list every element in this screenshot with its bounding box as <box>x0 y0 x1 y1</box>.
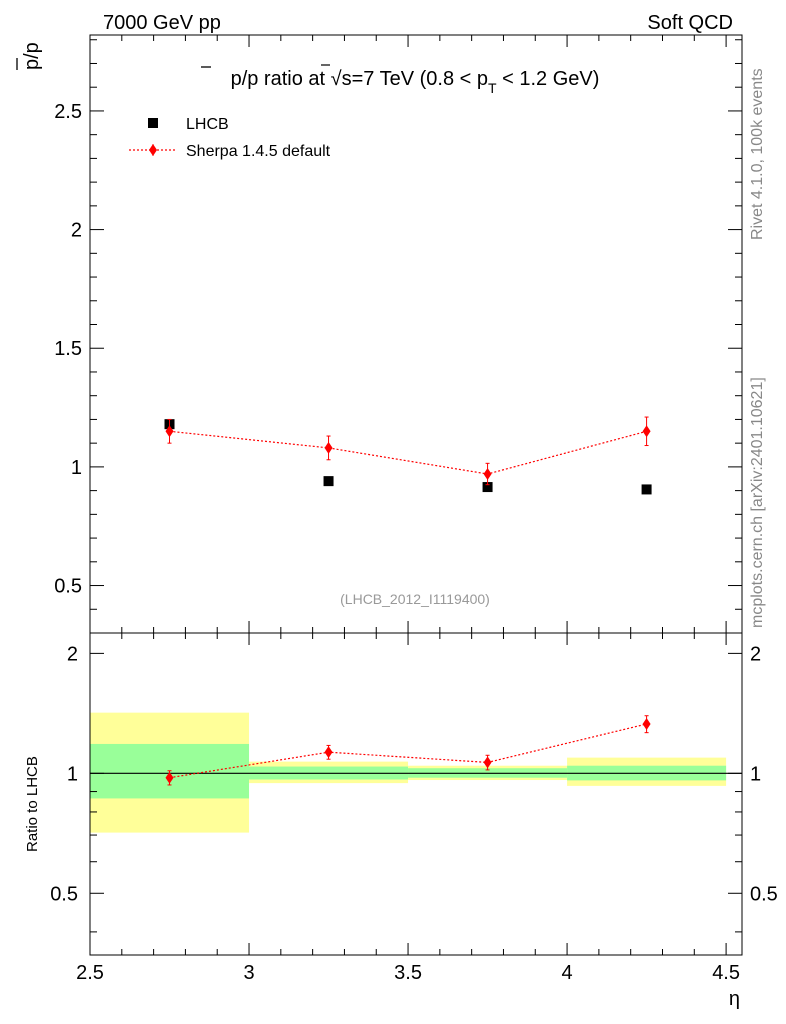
main-x-ticks <box>89 35 727 633</box>
legend-sherpa-marker <box>149 144 157 156</box>
ratio-y-ticks: 0.5 0.5 1 1 2 2 <box>50 643 778 933</box>
ratio-y-label: Ratio to LHCB <box>24 756 41 852</box>
main-title: p/p ratio at √s=7 TeV (0.8 < pT < 1.2 Ge… <box>231 68 600 96</box>
lhcb-point <box>323 476 334 487</box>
ratio-sherpa-point <box>483 756 492 769</box>
rivet-label: Rivet 4.1.0, 100k events <box>749 68 766 240</box>
main-y-ticks: 0.5 1 1.5 2 2.5 <box>54 39 742 634</box>
ratio-panel: 2.5 3 3.5 4 4.5 0.5 0.5 1 1 2 2 Ratio to LHCB η <box>24 632 778 1010</box>
header-right: Soft QCD <box>647 12 733 34</box>
main-y-tick-label: 2 <box>71 220 82 242</box>
x-axis-label: η <box>729 988 740 1010</box>
ratio-y-tick-label-right: 0.5 <box>750 883 778 905</box>
ratio-y-tick-label: 0.5 <box>50 883 78 905</box>
header-left: 7000 GeV pp <box>103 12 221 34</box>
ratio-marks <box>165 715 651 786</box>
ratio-x-ticks: 2.5 3 3.5 4 4.5 <box>76 633 740 984</box>
legend: LHCB Sherpa 1.4.5 default <box>129 116 331 160</box>
title-part2: /p ratio at <box>242 68 331 90</box>
main-y-tick-label: 1 <box>71 457 82 479</box>
ratio-y-tick-label: 2 <box>67 643 78 665</box>
main-panel: 0.5 1 1.5 2 2.5 p/p ratio at √s=7 TeV (0.8 <… <box>16 34 743 634</box>
legend-lhcb-marker <box>148 118 158 128</box>
main-y-tick-label: 1.5 <box>54 338 82 360</box>
sherpa-point <box>324 441 333 454</box>
x-tick-label: 4.5 <box>712 962 740 984</box>
ratio-bands <box>90 712 727 833</box>
title-pbar: p <box>231 68 242 90</box>
ratio-sherpa-point <box>642 717 651 730</box>
main-marks <box>164 416 652 495</box>
title-s: s <box>342 68 352 90</box>
ratio-y-tick-label-right: 2 <box>750 643 761 665</box>
ratio-sherpa-line <box>169 723 647 779</box>
ratio-frame <box>89 632 743 956</box>
main-y-tick-label: 0.5 <box>54 576 82 598</box>
ylabel-rest: /p <box>21 42 43 59</box>
lhcb-point <box>641 484 652 495</box>
title-sqrt: √ <box>331 68 342 90</box>
sherpa-point <box>642 425 651 438</box>
title-sub-t: T <box>488 80 497 96</box>
ylabel-pbar: p <box>21 59 43 70</box>
x-tick-label: 3 <box>243 962 254 984</box>
main-y-tick-label: 2.5 <box>54 101 82 123</box>
x-tick-label: 4 <box>562 962 573 984</box>
title-part4: < 1.2 GeV) <box>497 68 600 90</box>
sherpa-point <box>165 425 174 438</box>
analysis-watermark: (LHCB_2012_I1119400) <box>340 591 490 607</box>
sherpa-point <box>483 468 492 481</box>
lhcb-point <box>482 482 493 493</box>
ratio-sherpa-point <box>324 746 333 759</box>
x-tick-label: 3.5 <box>394 962 422 984</box>
ratio-y-tick-label: 1 <box>67 763 78 785</box>
mcplots-label: mcplots.cern.ch [arXiv:2401.10621] <box>749 377 766 628</box>
sherpa-line <box>169 430 647 475</box>
ratio-y-tick-label-right: 1 <box>750 763 761 785</box>
x-tick-label: 2.5 <box>76 962 104 984</box>
legend-lhcb-label: LHCB <box>186 116 229 133</box>
title-part3: =7 TeV (0.8 < p <box>352 68 488 90</box>
legend-sherpa-label: Sherpa 1.4.5 default <box>186 143 331 160</box>
ratio-sherpa-point <box>165 771 174 784</box>
main-y-label: p/p <box>21 42 43 70</box>
